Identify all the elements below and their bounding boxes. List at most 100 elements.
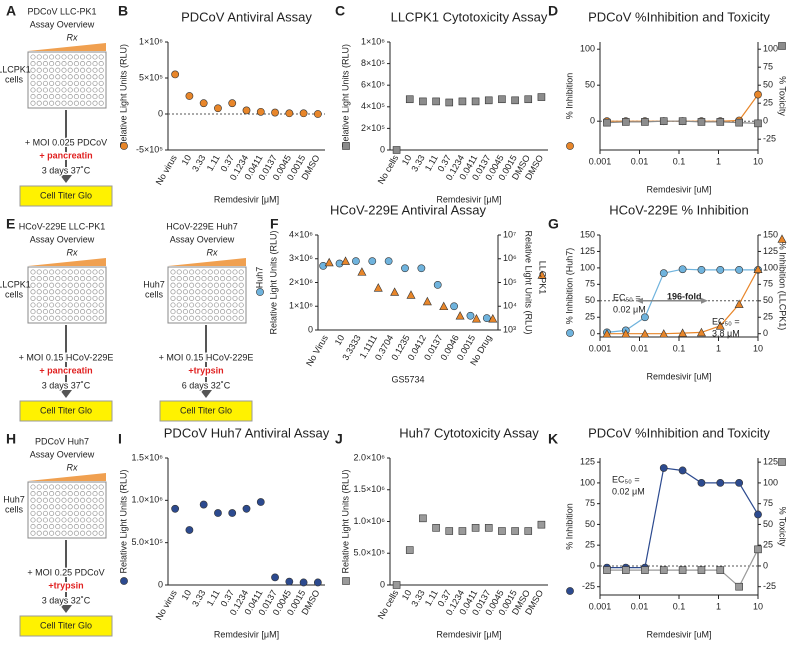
well xyxy=(67,517,73,523)
well xyxy=(207,276,213,282)
well xyxy=(67,67,73,73)
well xyxy=(170,315,176,321)
well xyxy=(80,510,86,516)
well xyxy=(92,517,98,523)
point xyxy=(678,566,687,574)
well xyxy=(98,309,104,315)
point xyxy=(537,93,546,101)
well xyxy=(232,289,238,295)
well xyxy=(226,282,232,288)
well xyxy=(55,295,61,301)
y2-tick-label: 10⁴ xyxy=(503,301,517,311)
well xyxy=(98,504,104,510)
well xyxy=(182,295,188,301)
well xyxy=(170,295,176,301)
well xyxy=(92,269,98,275)
well xyxy=(73,74,79,80)
panel-label: H xyxy=(6,431,16,447)
well xyxy=(98,302,104,308)
well xyxy=(30,491,36,497)
well xyxy=(55,94,61,100)
well xyxy=(213,309,219,315)
well xyxy=(80,54,86,60)
point xyxy=(641,118,649,126)
y2-tick-label: 0 xyxy=(763,116,768,126)
point xyxy=(484,524,493,532)
x-tick-label: 10 xyxy=(400,153,414,167)
point xyxy=(171,70,180,79)
well xyxy=(98,510,104,516)
well xyxy=(49,269,55,275)
x-axis-title: Remdesivir [μM] xyxy=(436,629,501,639)
well xyxy=(67,74,73,80)
incubation: 3 days 32˚C xyxy=(42,595,91,605)
well xyxy=(36,100,42,106)
point xyxy=(697,265,706,274)
y-tick-label: 25 xyxy=(585,312,595,322)
well xyxy=(220,302,226,308)
well xyxy=(67,276,73,282)
well xyxy=(80,484,86,490)
well xyxy=(207,295,213,301)
point xyxy=(488,314,498,323)
panel-label: C xyxy=(335,3,345,19)
well xyxy=(36,302,42,308)
y2-axis-title: Relative Light Units (RLU) xyxy=(524,230,534,334)
point xyxy=(659,269,668,278)
point xyxy=(734,299,744,308)
well xyxy=(86,289,92,295)
point xyxy=(445,98,454,107)
well xyxy=(61,282,67,288)
well xyxy=(189,315,195,321)
incubation: 3 days 37˚C xyxy=(42,380,91,390)
y-tick-label: 50 xyxy=(585,295,595,305)
chart-title: LLCPK1 Cytotoxicity Assay xyxy=(391,9,548,24)
well xyxy=(67,100,73,106)
well xyxy=(189,309,195,315)
legend-marker xyxy=(778,458,786,466)
y-axis-title: Relative Light Units (RLU) xyxy=(118,44,128,148)
point xyxy=(445,527,454,535)
point xyxy=(299,109,308,118)
point xyxy=(659,464,668,472)
well xyxy=(201,309,207,315)
well xyxy=(92,289,98,295)
well xyxy=(61,484,67,490)
well xyxy=(98,484,104,490)
well xyxy=(220,282,226,288)
well xyxy=(36,530,42,536)
well xyxy=(30,67,36,73)
well xyxy=(61,295,67,301)
well xyxy=(201,289,207,295)
well xyxy=(42,94,48,100)
well xyxy=(232,276,238,282)
legend-marker xyxy=(120,142,128,150)
point xyxy=(716,566,725,574)
readout: Cell Titer Glo xyxy=(40,405,92,415)
y-tick-label: 5×10⁵ xyxy=(139,72,163,82)
well xyxy=(98,315,104,321)
y-tick-label: 4×10⁶ xyxy=(289,229,313,239)
point xyxy=(735,582,743,591)
well xyxy=(55,289,61,295)
well xyxy=(201,282,207,288)
readout: Cell Titer Glo xyxy=(40,190,92,200)
diagram-title: HCoV-229E LLC-PK1 xyxy=(19,221,106,231)
well xyxy=(92,295,98,301)
y-tick-label: -5×10⁵ xyxy=(136,144,163,154)
y-tick-label: -25 xyxy=(582,581,595,591)
well xyxy=(49,302,55,308)
well xyxy=(201,295,207,301)
well xyxy=(182,289,188,295)
point xyxy=(458,97,467,106)
well xyxy=(86,100,92,106)
well xyxy=(55,517,61,523)
well xyxy=(36,61,42,67)
well xyxy=(86,524,92,530)
well xyxy=(92,497,98,503)
well xyxy=(42,289,48,295)
point xyxy=(242,504,251,513)
well xyxy=(80,269,86,275)
point xyxy=(697,118,706,126)
y-axis-title: % Inhibition xyxy=(564,503,574,550)
